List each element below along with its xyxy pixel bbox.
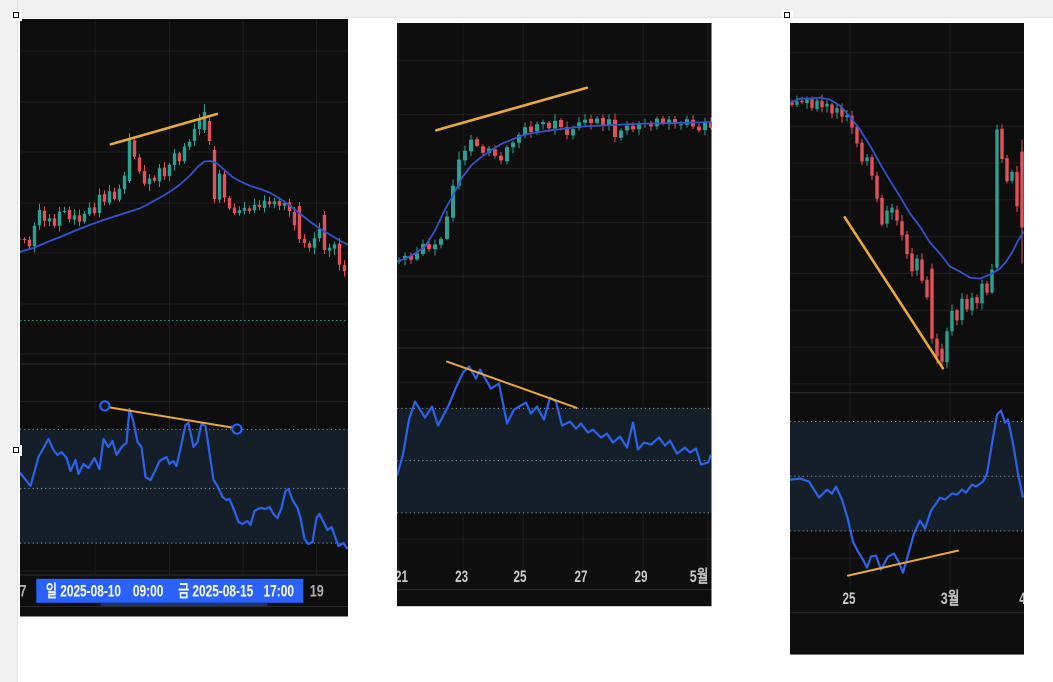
svg-text:29: 29 — [634, 567, 647, 586]
svg-text:21: 21 — [397, 567, 408, 586]
svg-text:19: 19 — [309, 583, 323, 601]
svg-text:25: 25 — [514, 567, 527, 586]
svg-text:23: 23 — [455, 567, 468, 586]
svg-text:25: 25 — [843, 589, 856, 608]
svg-text:4: 4 — [1019, 589, 1024, 608]
svg-text:09:00: 09:00 — [132, 583, 163, 601]
svg-text:일 2025-08-10: 일 2025-08-10 — [46, 582, 121, 601]
svg-text:17:00: 17:00 — [263, 583, 294, 601]
svg-text:5월: 5월 — [690, 567, 708, 586]
svg-text:3월: 3월 — [941, 589, 959, 608]
svg-text:7: 7 — [20, 583, 27, 601]
svg-text:금 2025-08-15: 금 2025-08-15 — [178, 582, 253, 601]
svg-text:27: 27 — [574, 567, 587, 586]
